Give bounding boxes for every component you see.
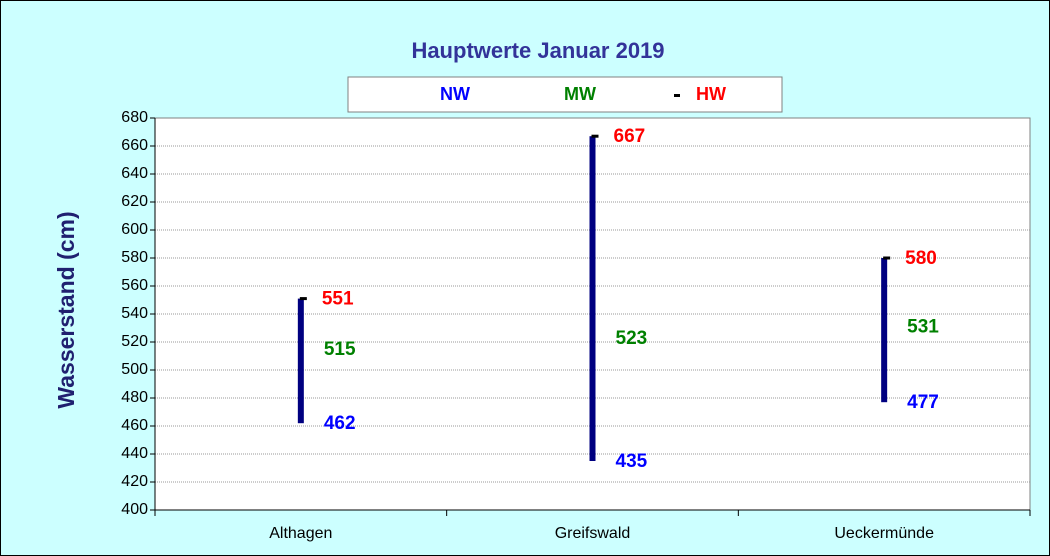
- y-tick-label: 400: [121, 501, 148, 518]
- data-label: 551: [322, 289, 354, 310]
- x-tick-label: Ueckermünde: [834, 525, 934, 542]
- data-label: 462: [324, 413, 356, 434]
- legend-label: MW: [564, 84, 596, 104]
- data-label: 523: [616, 328, 648, 349]
- y-tick-label: 680: [121, 109, 148, 126]
- range-bar: [881, 258, 888, 403]
- y-axis-label: Wasserstand (cm): [53, 211, 79, 408]
- y-tick-label: 520: [121, 333, 148, 350]
- legend: [347, 76, 783, 113]
- y-tick-label: 580: [121, 249, 148, 266]
- y-tick-label: 440: [121, 445, 148, 462]
- legend-marker: [674, 94, 680, 97]
- chart-title: Hauptwerte Januar 2019: [411, 38, 664, 63]
- hw-marker: [883, 256, 891, 260]
- data-label: 667: [614, 126, 646, 147]
- y-tick-label: 640: [121, 165, 148, 182]
- hw-marker: [299, 297, 307, 301]
- y-tick-label: 480: [121, 389, 148, 406]
- range-bar: [297, 298, 304, 424]
- y-tick-label: 540: [121, 305, 148, 322]
- y-tick-label: 660: [121, 137, 148, 154]
- y-tick-label: 500: [121, 361, 148, 378]
- data-label: 531: [907, 317, 939, 338]
- data-label: 435: [616, 451, 648, 472]
- data-label: 515: [324, 339, 356, 360]
- y-tick-label: 620: [121, 193, 148, 210]
- x-tick-label: Althagen: [269, 525, 332, 542]
- y-tick-label: 560: [121, 277, 148, 294]
- range-bar: [589, 136, 596, 461]
- y-tick-label: 420: [121, 473, 148, 490]
- data-label: 477: [907, 392, 939, 413]
- x-tick-label: Greifswald: [555, 525, 631, 542]
- y-tick-label: 460: [121, 417, 148, 434]
- legend-label: NW: [440, 84, 470, 104]
- hw-marker: [591, 134, 599, 138]
- y-tick-label: 600: [121, 221, 148, 238]
- data-label: 580: [905, 248, 937, 269]
- legend-label: HW: [696, 84, 726, 104]
